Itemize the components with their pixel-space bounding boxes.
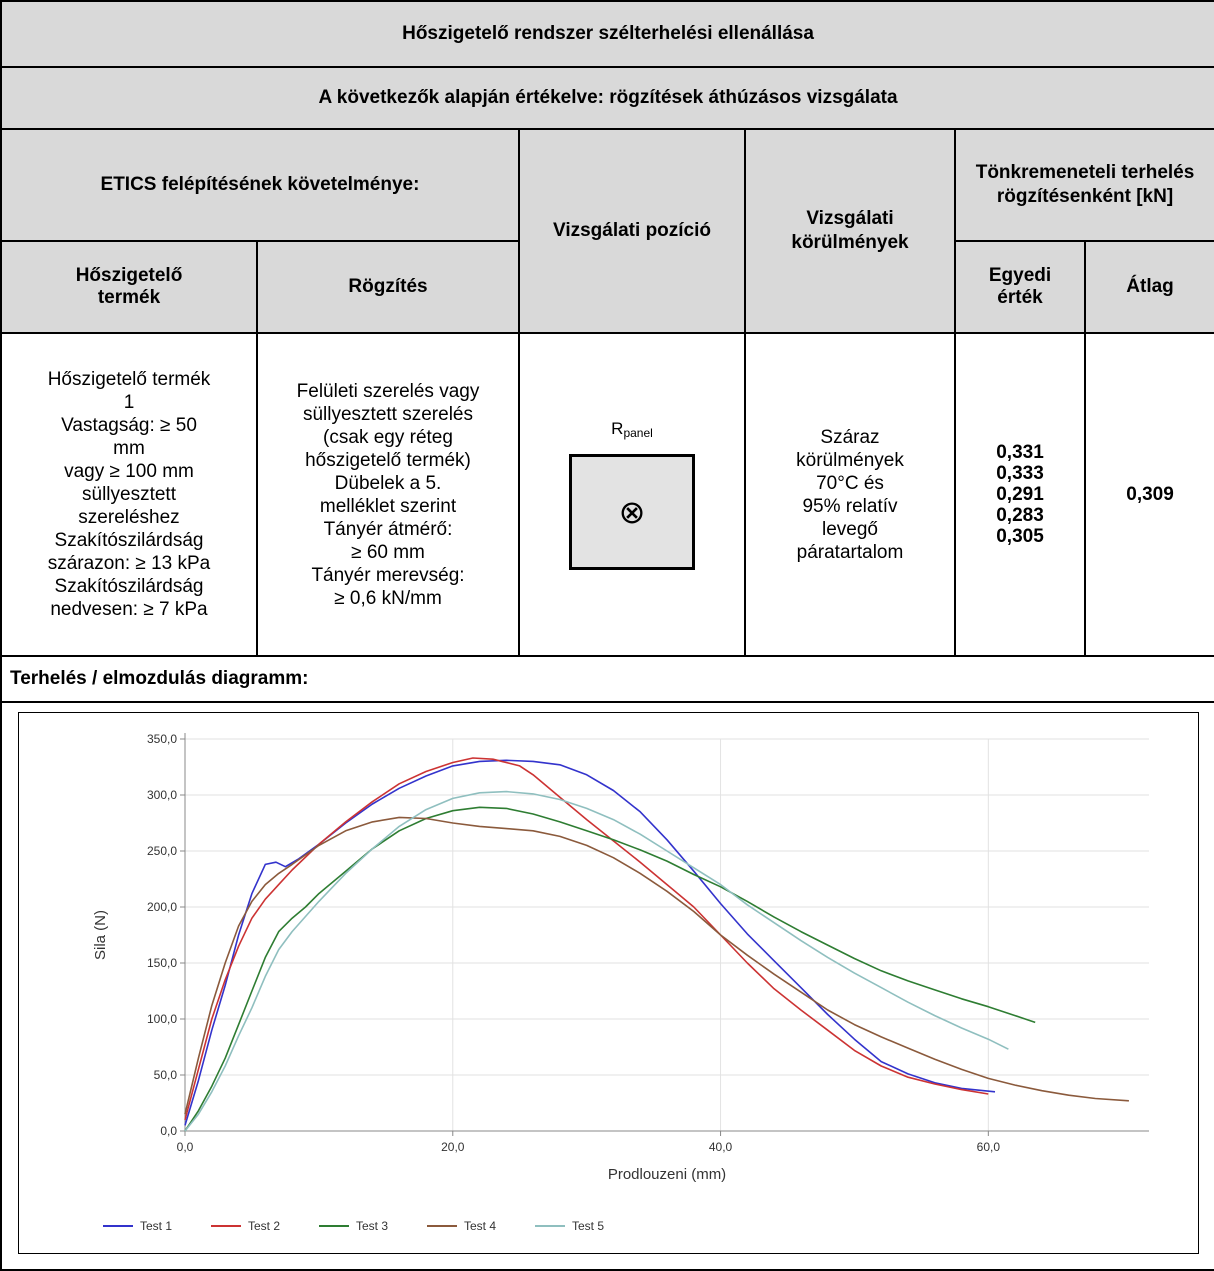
individual-value: 0,283 [996, 505, 1044, 526]
insulation-product-cell: Hőszigetelő termék 1 Vastagság: ≥ 50 mm … [0, 332, 258, 657]
y-tick-label: 50,0 [154, 1068, 178, 1082]
diagram-title: Terhelés / elmozdulás diagramm: [0, 655, 1214, 703]
y-tick-label: 0,0 [160, 1124, 177, 1138]
x-tick-label: 20,0 [441, 1140, 465, 1154]
requirement-header: ETICS felépítésének követelménye: [0, 128, 520, 242]
y-tick-label: 200,0 [147, 900, 177, 914]
y-tick-label: 250,0 [147, 844, 177, 858]
individual-value: 0,305 [996, 526, 1044, 547]
x-axis-label: Prodlouzeni (mm) [608, 1166, 726, 1183]
series-line-5 [184, 790, 1009, 1132]
y-tick-label: 150,0 [147, 956, 177, 970]
individual-value: 0,291 [996, 484, 1044, 505]
legend-label-2: Test 2 [248, 1219, 280, 1233]
legend-label-3: Test 3 [356, 1219, 388, 1233]
average-value: 0,309 [1083, 332, 1214, 657]
fixing-header: Rögzítés [256, 240, 520, 334]
test-position-cell: Rpanel ⊗ [518, 332, 746, 657]
y-tick-label: 350,0 [147, 732, 177, 746]
average-header: Átlag [1083, 240, 1214, 334]
failure-load-header: Tönkremeneteli terhelés rögzítésenként [… [953, 128, 1214, 242]
legend-label-1: Test 1 [140, 1219, 172, 1233]
y-tick-label: 100,0 [147, 1012, 177, 1026]
chart-frame: 0,0 50,0 100,0 150,0 200,0 250,0 300,0 350,0 0,0… [18, 712, 1199, 1254]
series-line-3 [184, 806, 1036, 1132]
table-subtitle: A következők alapján értékelve: rögzítés… [0, 66, 1214, 130]
panel-label: Rpanel [611, 419, 653, 440]
individual-values-cell: 0,331 0,333 0,291 0,283 0,305 [954, 332, 1086, 657]
x-tick-label: 0,0 [177, 1140, 194, 1154]
series-line-4 [184, 816, 1129, 1115]
series-line-1 [184, 759, 996, 1126]
insulation-product-header: Hőszigetelő termék [0, 240, 258, 334]
table-title: Hőszigetelő rendszer szélterhelési ellen… [0, 0, 1214, 68]
load-displacement-chart: 0,0 50,0 100,0 150,0 200,0 250,0 300,0 350,0 0,0… [92, 732, 1149, 1233]
individual-value: 0,331 [996, 442, 1044, 463]
chart-cell: 0,0 50,0 100,0 150,0 200,0 250,0 300,0 350,0 0,0… [0, 701, 1214, 1271]
test-position-header: Vizsgálati pozíció [518, 128, 746, 334]
y-axis-label: Sila (N) [92, 910, 109, 960]
legend-label-4: Test 4 [464, 1219, 496, 1233]
individual-value: 0,333 [996, 463, 1044, 484]
individual-header: Egyedi érték [954, 240, 1086, 334]
series-line-2 [184, 757, 989, 1121]
legend-label-5: Test 5 [572, 1219, 604, 1233]
test-conditions-header: Vizsgálati körülmények [744, 128, 956, 334]
anchor-cross-icon: ⊗ [618, 494, 646, 530]
panel-diagram: ⊗ [569, 454, 695, 570]
x-tick-label: 40,0 [709, 1140, 733, 1154]
x-tick-label: 60,0 [977, 1140, 1001, 1154]
y-tick-label: 300,0 [147, 788, 177, 802]
test-conditions-cell: Száraz körülmények 70°C és 95% relatív l… [744, 332, 956, 657]
fixing-cell: Felületi szerelés vagy süllyesztett szer… [256, 332, 520, 657]
